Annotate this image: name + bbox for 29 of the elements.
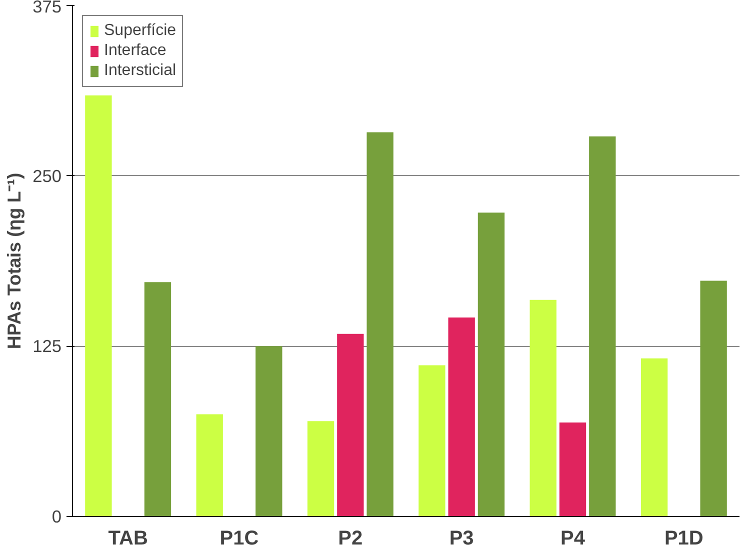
bar <box>640 358 668 516</box>
legend-label: Interface <box>104 42 166 60</box>
x-tick-label: P3 <box>449 528 474 550</box>
y-axis-title: HPAs Totais (ηg L⁻¹) <box>4 172 25 350</box>
legend-label: Superfície <box>104 22 176 40</box>
bar <box>196 414 223 516</box>
x-tick-label: TAB <box>108 528 148 550</box>
bar <box>85 95 112 516</box>
x-tick-label: P1C <box>220 528 259 550</box>
bar <box>366 132 394 516</box>
x-tick-label: P4 <box>560 528 586 550</box>
y-tick-label: 125 <box>32 336 62 356</box>
y-tick-label: 250 <box>32 166 62 186</box>
bar <box>589 136 616 516</box>
x-tick-label: P2 <box>338 528 363 550</box>
bar <box>478 212 505 516</box>
x-tick-label: P1D <box>664 528 704 550</box>
bar <box>307 421 334 516</box>
bar <box>448 318 475 516</box>
legend-label: Intersticial <box>104 62 176 80</box>
bar <box>144 282 172 516</box>
y-tick-label: 375 <box>32 0 62 16</box>
bar <box>700 280 727 516</box>
bar <box>256 346 282 516</box>
bar <box>559 422 586 516</box>
bar <box>337 334 364 516</box>
bar <box>418 365 446 516</box>
bar <box>530 300 556 516</box>
y-tick-label: 0 <box>52 506 62 526</box>
